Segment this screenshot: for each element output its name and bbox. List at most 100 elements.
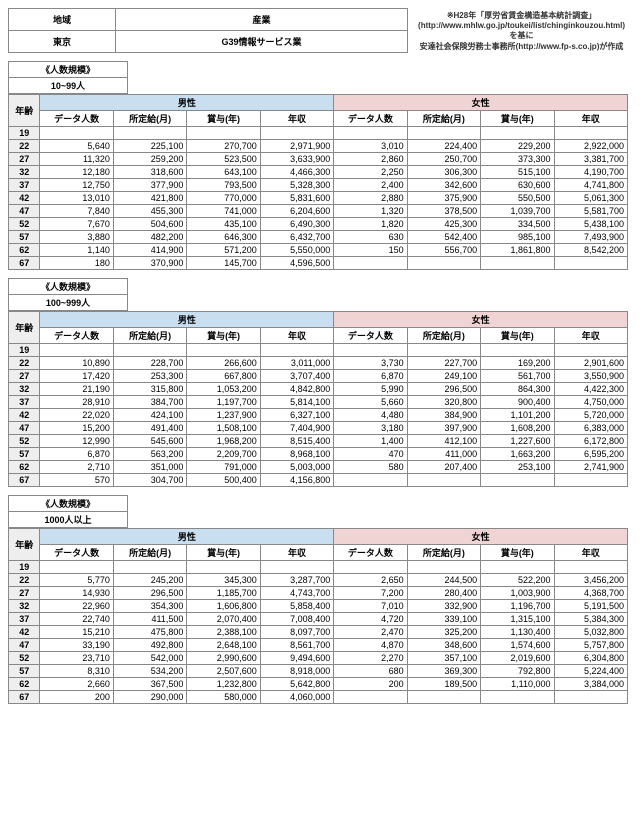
female-cell: 3,550,900 <box>554 370 627 383</box>
male-cell: 8,968,100 <box>260 448 333 461</box>
female-cell <box>334 691 407 704</box>
col-header: 年収 <box>260 545 333 561</box>
male-cell: 4,842,800 <box>260 383 333 396</box>
male-cell: 5,814,100 <box>260 396 333 409</box>
female-cell: 384,900 <box>407 409 480 422</box>
male-cell: 424,100 <box>113 409 186 422</box>
col-header: データ人数 <box>40 328 113 344</box>
age-cell: 19 <box>9 561 40 574</box>
male-cell: 4,060,000 <box>260 691 333 704</box>
male-cell: 5,640 <box>40 140 113 153</box>
female-cell: 4,368,700 <box>554 587 627 600</box>
female-cell: 1,101,200 <box>481 409 554 422</box>
female-cell: 2,270 <box>334 652 407 665</box>
male-cell: 504,600 <box>113 218 186 231</box>
male-cell: 8,097,700 <box>260 626 333 639</box>
female-cell <box>334 344 407 357</box>
female-cell: 2,860 <box>334 153 407 166</box>
female-cell <box>334 474 407 487</box>
age-header: 年齢 <box>9 95 40 127</box>
female-cell: 561,700 <box>481 370 554 383</box>
male-cell: 667,800 <box>187 370 260 383</box>
female-cell: 7,200 <box>334 587 407 600</box>
male-cell: 2,660 <box>40 678 113 691</box>
male-cell: 8,561,700 <box>260 639 333 652</box>
male-cell: 8,515,400 <box>260 435 333 448</box>
male-cell <box>113 561 186 574</box>
col-header: 賞与(年) <box>187 328 260 344</box>
female-cell: 2,400 <box>334 179 407 192</box>
col-header: データ人数 <box>40 111 113 127</box>
male-cell: 2,971,900 <box>260 140 333 153</box>
male-cell: 5,770 <box>40 574 113 587</box>
female-cell <box>407 474 480 487</box>
male-cell: 367,500 <box>113 678 186 691</box>
male-cell: 12,990 <box>40 435 113 448</box>
male-cell: 17,420 <box>40 370 113 383</box>
age-cell: 57 <box>9 231 40 244</box>
female-cell: 169,200 <box>481 357 554 370</box>
male-cell: 421,800 <box>113 192 186 205</box>
female-cell: 4,870 <box>334 639 407 652</box>
female-cell <box>481 561 554 574</box>
male-cell: 315,800 <box>113 383 186 396</box>
wage-table: 年齢男性女性データ人数所定給(月)賞与(年)年収データ人数所定給(月)賞与(年)… <box>8 94 628 270</box>
male-cell <box>113 127 186 140</box>
female-header: 女性 <box>334 529 628 545</box>
male-cell: 4,596,500 <box>260 257 333 270</box>
female-cell: 3,730 <box>334 357 407 370</box>
male-cell: 571,200 <box>187 244 260 257</box>
age-cell: 37 <box>9 613 40 626</box>
male-cell: 23,710 <box>40 652 113 665</box>
male-cell <box>40 127 113 140</box>
col-header: 所定給(月) <box>113 328 186 344</box>
male-cell: 354,300 <box>113 600 186 613</box>
female-cell: 6,172,800 <box>554 435 627 448</box>
male-cell: 228,700 <box>113 357 186 370</box>
male-cell: 3,633,900 <box>260 153 333 166</box>
female-cell: 1,003,900 <box>481 587 554 600</box>
age-cell: 22 <box>9 357 40 370</box>
male-cell: 475,800 <box>113 626 186 639</box>
male-cell: 6,204,600 <box>260 205 333 218</box>
male-cell: 345,300 <box>187 574 260 587</box>
male-cell <box>40 561 113 574</box>
male-cell: 1,606,800 <box>187 600 260 613</box>
male-cell: 4,466,300 <box>260 166 333 179</box>
female-cell: 5,191,500 <box>554 600 627 613</box>
size-value: 10~99人 <box>9 78 128 94</box>
male-cell: 1,232,800 <box>187 678 260 691</box>
age-cell: 22 <box>9 140 40 153</box>
male-cell: 455,300 <box>113 205 186 218</box>
female-cell <box>554 344 627 357</box>
female-cell <box>407 257 480 270</box>
female-cell: 1,574,600 <box>481 639 554 652</box>
female-cell <box>481 474 554 487</box>
male-cell: 534,200 <box>113 665 186 678</box>
male-cell: 21,190 <box>40 383 113 396</box>
age-cell: 22 <box>9 574 40 587</box>
female-cell: 4,750,000 <box>554 396 627 409</box>
male-cell: 500,400 <box>187 474 260 487</box>
male-cell: 5,858,400 <box>260 600 333 613</box>
industry-label: 産業 <box>116 9 408 31</box>
female-cell: 680 <box>334 665 407 678</box>
age-cell: 52 <box>9 218 40 231</box>
female-cell: 339,100 <box>407 613 480 626</box>
female-cell: 515,100 <box>481 166 554 179</box>
male-cell: 793,500 <box>187 179 260 192</box>
male-cell <box>260 561 333 574</box>
age-cell: 47 <box>9 422 40 435</box>
female-cell: 470 <box>334 448 407 461</box>
female-cell <box>407 691 480 704</box>
female-cell: 1,663,200 <box>481 448 554 461</box>
female-cell: 207,400 <box>407 461 480 474</box>
male-header: 男性 <box>40 312 334 328</box>
age-cell: 27 <box>9 370 40 383</box>
col-header: 賞与(年) <box>187 111 260 127</box>
industry-value: G39情報サービス業 <box>116 31 408 53</box>
male-cell <box>113 344 186 357</box>
female-cell: 1,861,800 <box>481 244 554 257</box>
male-cell: 491,400 <box>113 422 186 435</box>
male-cell: 145,700 <box>187 257 260 270</box>
